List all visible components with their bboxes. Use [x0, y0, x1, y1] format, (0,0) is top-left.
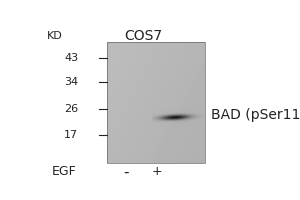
- Text: -: -: [123, 164, 129, 179]
- Text: COS7: COS7: [124, 29, 162, 43]
- Bar: [107, 42, 205, 163]
- Text: 26: 26: [64, 104, 78, 114]
- Text: 34: 34: [64, 77, 78, 87]
- Text: KD: KD: [47, 31, 62, 41]
- Text: EGF: EGF: [52, 165, 76, 178]
- Text: BAD (pSer112): BAD (pSer112): [211, 108, 300, 122]
- Text: 17: 17: [64, 130, 78, 140]
- Text: +: +: [152, 165, 163, 178]
- Text: 43: 43: [64, 53, 78, 63]
